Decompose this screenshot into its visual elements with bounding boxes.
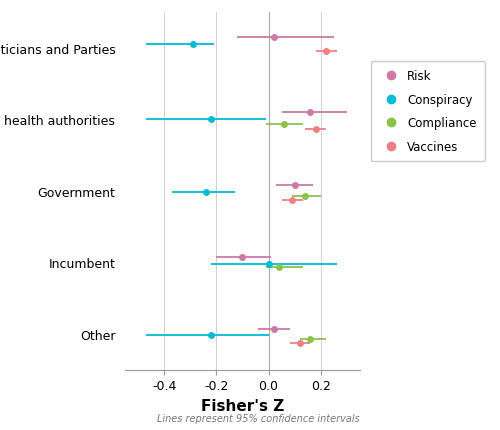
X-axis label: Fisher's Z: Fisher's Z <box>201 398 284 413</box>
Legend: Risk, Conspiracy, Compliance, Vaccines: Risk, Conspiracy, Compliance, Vaccines <box>370 61 485 162</box>
Text: Lines represent 95% confidence intervals: Lines represent 95% confidence intervals <box>157 413 360 424</box>
